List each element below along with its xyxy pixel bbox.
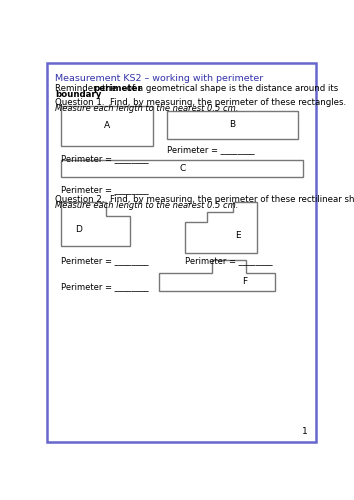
Text: B: B — [229, 120, 236, 129]
Polygon shape — [61, 202, 130, 246]
Bar — [61, 106, 153, 146]
Text: D: D — [75, 225, 82, 234]
Text: Measurement KS2 – working with perimeter: Measurement KS2 – working with perimeter — [55, 74, 263, 83]
Text: Perimeter = ________: Perimeter = ________ — [167, 146, 254, 154]
Text: E: E — [235, 231, 241, 240]
Text: .: . — [81, 90, 83, 99]
Text: Measure each length to the nearest 0.5 cm.: Measure each length to the nearest 0.5 c… — [55, 201, 239, 210]
Text: perimeter: perimeter — [93, 84, 142, 93]
Text: boundary: boundary — [55, 90, 102, 99]
Polygon shape — [185, 202, 257, 252]
Text: Perimeter = ________: Perimeter = ________ — [61, 154, 149, 163]
Text: Perimeter = ________: Perimeter = ________ — [61, 256, 149, 266]
Text: of a geometrical shape is the distance around its: of a geometrical shape is the distance a… — [124, 84, 338, 93]
Text: Perimeter = ________: Perimeter = ________ — [61, 282, 149, 291]
Bar — [61, 160, 303, 177]
Bar — [167, 111, 298, 138]
Text: A: A — [104, 121, 110, 130]
Text: Question 1.  Find, by measuring, the perimeter of these rectangles.: Question 1. Find, by measuring, the peri… — [55, 98, 346, 106]
Text: Perimeter = ________: Perimeter = ________ — [185, 256, 273, 266]
Text: Question 2.  Find, by measuring, the perimeter of these rectilinear shapes.: Question 2. Find, by measuring, the peri… — [55, 194, 354, 204]
Polygon shape — [159, 260, 275, 291]
Text: Perimeter = ________: Perimeter = ________ — [61, 186, 149, 194]
Text: F: F — [242, 278, 247, 286]
Text: Measure each length to the nearest 0.5 cm.: Measure each length to the nearest 0.5 c… — [55, 104, 239, 113]
Text: Reminder: the: Reminder: the — [55, 84, 119, 93]
Text: C: C — [179, 164, 185, 173]
Text: 1: 1 — [302, 427, 308, 436]
